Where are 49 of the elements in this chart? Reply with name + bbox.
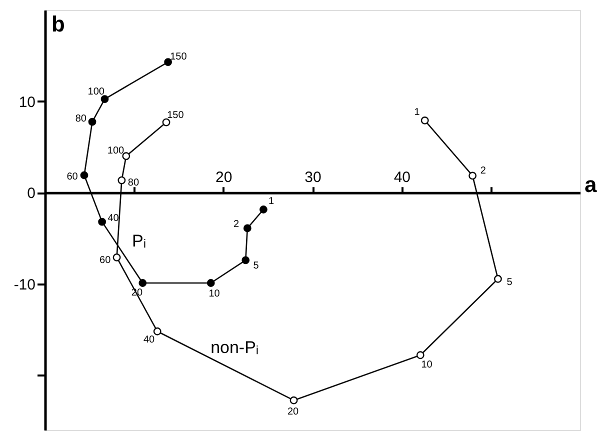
series-label: non-Pᵢ <box>210 338 259 358</box>
annotation: 5 <box>253 260 260 272</box>
point <box>164 58 172 66</box>
point <box>122 152 130 160</box>
annotation: 100 <box>107 146 125 157</box>
point <box>243 224 252 232</box>
annotation: 5 <box>506 276 513 288</box>
point <box>260 206 268 214</box>
y-axis-title: b <box>52 12 65 36</box>
x-tick-label: 40 <box>394 169 411 186</box>
x-axis-title: a <box>584 172 598 198</box>
point <box>138 279 147 287</box>
point <box>98 218 106 226</box>
point <box>112 253 121 262</box>
annotation: 80 <box>128 177 140 188</box>
y-tick-label: 10 <box>18 94 36 111</box>
annotation: 150 <box>170 51 188 62</box>
annotation: 20 <box>287 406 300 418</box>
annotation: 40 <box>143 334 156 346</box>
point <box>420 116 429 124</box>
y-tick-label: 0 <box>27 185 36 202</box>
x-tick-label: 30 <box>304 169 322 186</box>
annotation: 1 <box>268 196 274 208</box>
annotation: 60 <box>66 171 78 182</box>
y-tick-label: -10 <box>14 276 36 294</box>
annotation: 150 <box>167 110 184 122</box>
point <box>494 274 502 283</box>
point <box>80 171 88 180</box>
annotation: 10 <box>208 288 220 300</box>
annotation: 100 <box>88 86 105 98</box>
point <box>242 256 250 264</box>
point <box>416 351 424 360</box>
series-label: Pᵢ <box>132 231 146 250</box>
point <box>100 95 109 103</box>
point <box>88 118 96 126</box>
annotation: 2 <box>480 166 486 177</box>
annotation: 2 <box>233 219 240 230</box>
annotation: 40 <box>108 212 120 224</box>
point <box>290 396 298 404</box>
point <box>206 279 215 287</box>
annotation: 80 <box>75 113 87 124</box>
annotation: 1 <box>414 107 420 118</box>
annotation: 60 <box>100 254 112 266</box>
annotation: 10 <box>421 359 433 370</box>
point <box>162 118 170 126</box>
point <box>118 176 126 184</box>
point <box>153 327 162 336</box>
x-tick-label: 20 <box>215 169 232 186</box>
point <box>468 172 477 180</box>
